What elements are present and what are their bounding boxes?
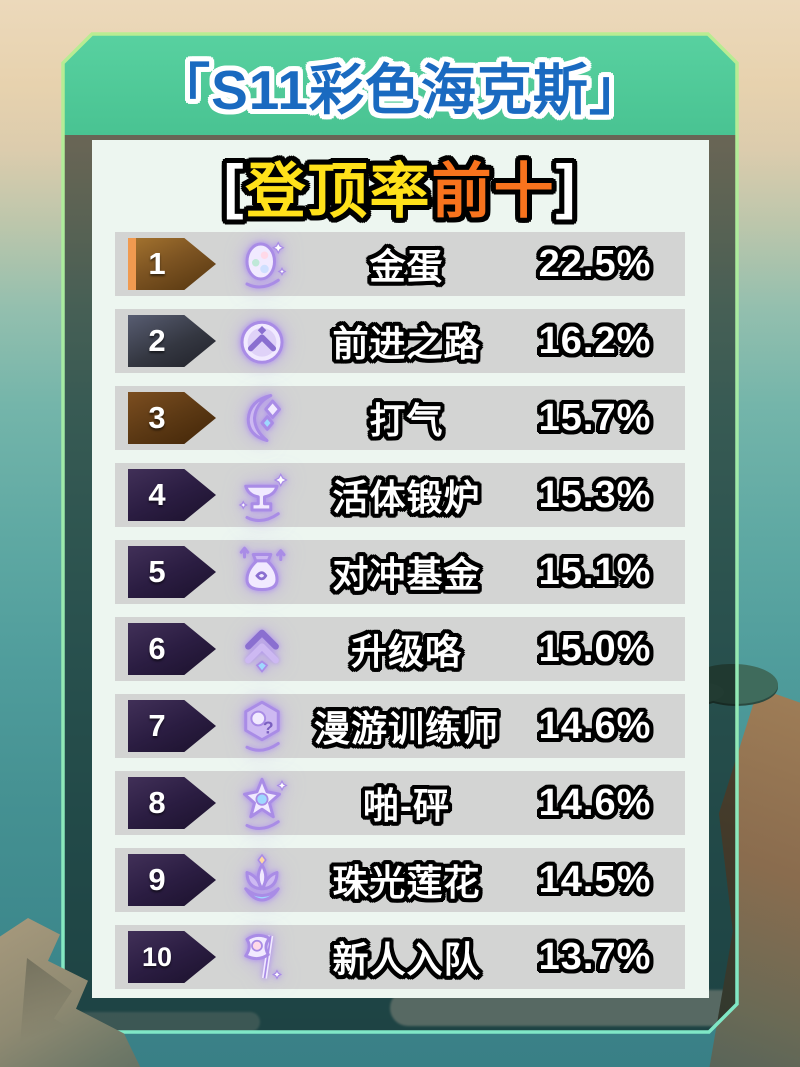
rank-number: 5	[148, 554, 166, 589]
page-title: 「S11彩色海克斯」	[155, 58, 645, 121]
ranking-row: 2 前进之路 16.2%	[115, 309, 685, 373]
rank-number: 6	[148, 631, 166, 666]
rank-badge: 2	[128, 315, 216, 367]
ranking-row: 8 啪-砰 14.6%	[115, 771, 685, 835]
pow-boom-icon	[232, 773, 292, 833]
ranking-panel: [登顶率 前十] 1 金蛋 22.5% 2 前进之路 16.2% 3 打气 15.…	[92, 140, 709, 998]
rank-badge: 3	[128, 392, 216, 444]
golden-egg-icon	[232, 234, 292, 294]
top-rate-value: 14.6%	[538, 781, 652, 824]
rank-number: 9	[148, 862, 166, 897]
top-rate-value: 15.1%	[538, 550, 652, 593]
rank-badge: 4	[128, 469, 216, 521]
living-forge-icon	[232, 465, 292, 525]
pearl-lotus-icon	[232, 850, 292, 910]
recruit-flag-icon	[232, 927, 292, 987]
top-rate-value: 15.7%	[538, 396, 652, 439]
rank-badge: 5	[128, 546, 216, 598]
header-banner: 「S11彩色海克斯」	[63, 34, 737, 135]
rank-number: 2	[148, 323, 166, 358]
augment-name: 活体锻炉	[332, 477, 481, 518]
rank-badge: 8	[128, 777, 216, 829]
augment-name: 珠光莲花	[332, 862, 481, 903]
top-rate-value: 14.5%	[538, 858, 652, 901]
augment-name: 新人入队	[332, 939, 481, 980]
top-rate-value: 14.6%	[538, 704, 652, 747]
augment-name: 升级咯	[350, 631, 462, 672]
rank-number: 7	[148, 708, 166, 743]
rank-number: 4	[148, 477, 166, 512]
augment-name: 金蛋	[369, 246, 444, 287]
rank-badge: 10	[128, 931, 216, 983]
ranking-row: 4 活体锻炉 15.3%	[115, 463, 685, 527]
subtitle-highlight: 登顶率	[245, 157, 432, 225]
top-rate-value: 16.2%	[538, 319, 652, 362]
subtitle: [登顶率 前十]	[92, 140, 709, 232]
ranking-list: 1 金蛋 22.5% 2 前进之路 16.2% 3 打气 15.7% 4 活体锻…	[92, 232, 709, 989]
hedge-fund-icon	[232, 542, 292, 602]
subtitle-accent: 前十	[431, 157, 556, 225]
ranking-row: 6 升级咯 15.0%	[115, 617, 685, 681]
rank-badge: 9	[128, 854, 216, 906]
augment-name: 前进之路	[332, 323, 481, 364]
rank-number: 10	[141, 941, 173, 972]
trainer-icon: ?	[232, 696, 292, 756]
level-up-icon	[232, 619, 292, 679]
subtitle-bracket-right: ]	[555, 152, 578, 220]
rank-badge: 7	[128, 700, 216, 752]
rank-number: 1	[148, 246, 166, 281]
augment-name: 啪-砰	[363, 785, 450, 826]
top-rate-value: 15.3%	[538, 473, 652, 516]
ranking-row: 9 珠光莲花 14.5%	[115, 848, 685, 912]
rank-number: 3	[148, 400, 166, 435]
ranking-row: 3 打气 15.7%	[115, 386, 685, 450]
rank-badge: 1	[128, 238, 216, 290]
path-forward-icon	[232, 311, 292, 371]
top-rate-value: 15.0%	[538, 627, 652, 670]
top-rate-value: 13.7%	[538, 935, 652, 978]
ranking-row: 7 ? 漫游训练师 14.6%	[115, 694, 685, 758]
svg-text:?: ?	[263, 718, 274, 738]
subtitle-bracket-left: [	[223, 152, 246, 220]
rank-number: 8	[148, 785, 166, 820]
rank-badge: 6	[128, 623, 216, 675]
augment-name: 打气	[369, 400, 444, 441]
top-rate-value: 22.5%	[538, 242, 652, 285]
ranking-row: 5 对冲基金 15.1%	[115, 540, 685, 604]
ranking-row: 10 新人入队 13.7%	[115, 925, 685, 989]
pump-it-up-icon	[232, 388, 292, 448]
augment-name: 漫游训练师	[313, 708, 499, 749]
ranking-row: 1 金蛋 22.5%	[115, 232, 685, 296]
augment-name: 对冲基金	[332, 554, 481, 595]
